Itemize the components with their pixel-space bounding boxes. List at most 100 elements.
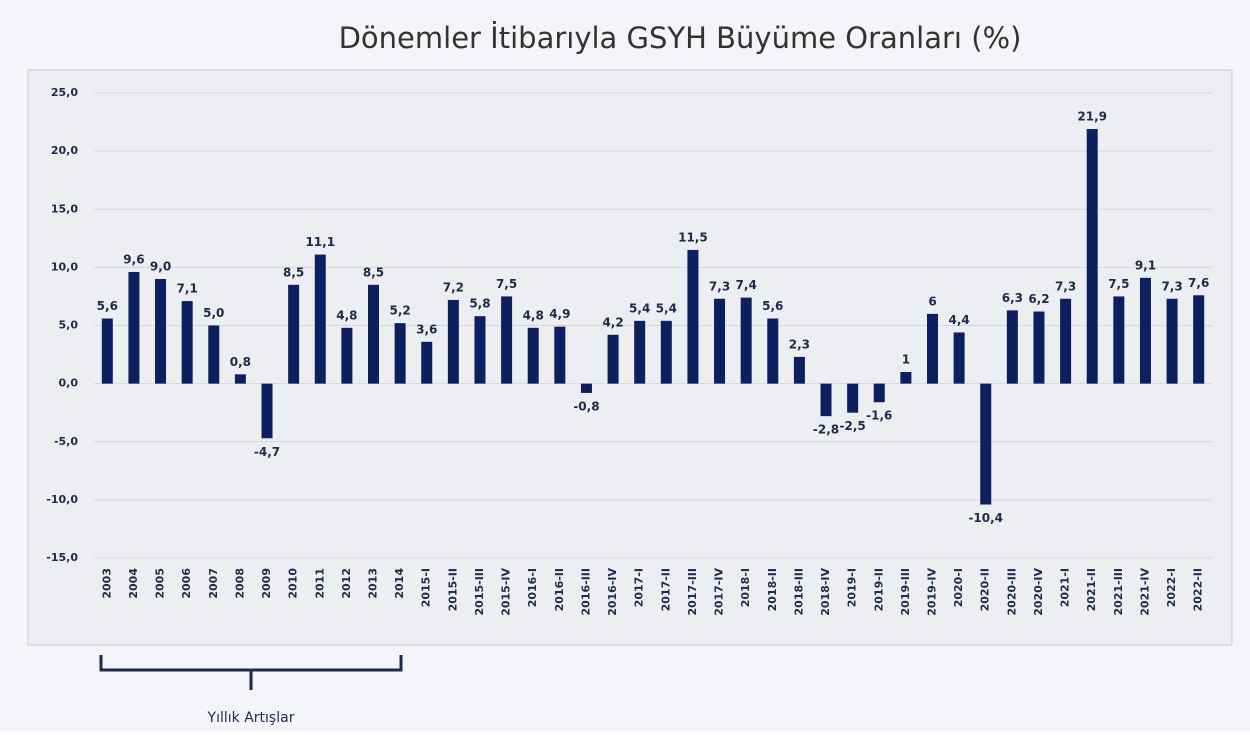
y-tick-label: -5,0 [54, 435, 78, 448]
y-tick-label: 15,0 [51, 202, 78, 215]
value-label: 5,6 [97, 299, 118, 313]
x-tick-label: 2019-III [899, 568, 912, 615]
bar [927, 313, 938, 384]
bar [740, 297, 752, 384]
x-tick-label: 2022-II [1192, 568, 1205, 611]
x-tick-label: 2014 [393, 568, 406, 599]
bar [447, 299, 459, 384]
bar [554, 326, 566, 384]
chart-title: Dönemler İtibarıyla GSYH Büyüme Oranları… [339, 21, 1022, 55]
value-label: 7,3 [1055, 279, 1076, 293]
bar [1166, 298, 1178, 384]
bar [1139, 277, 1151, 384]
value-label: 5,6 [762, 299, 783, 313]
value-label: 6,2 [1028, 292, 1049, 306]
y-tick-label: 0,0 [59, 377, 79, 390]
value-label: 9,0 [150, 260, 171, 274]
x-tick-label: 2003 [100, 568, 113, 599]
value-label: 5,4 [629, 301, 650, 315]
bar [1113, 296, 1125, 384]
x-tick-label: 2017-III [686, 568, 699, 615]
x-tick-label: 2018-IV [819, 568, 832, 616]
y-tick-label: 20,0 [51, 144, 78, 157]
y-tick-label: 5,0 [59, 319, 79, 332]
x-tick-label: 2020-III [1005, 568, 1018, 615]
value-label: 5,8 [469, 297, 490, 311]
value-label: 9,1 [1135, 258, 1156, 272]
bar [288, 284, 300, 384]
bar [527, 327, 539, 384]
value-label: 7,5 [496, 277, 517, 291]
bar [368, 284, 379, 384]
x-tick-label: 2018-I [739, 568, 752, 607]
x-tick-label: 2011 [313, 568, 326, 599]
value-label: 1 [902, 353, 910, 367]
x-tick-label: 2020-IV [1032, 568, 1045, 616]
value-label: 5,0 [203, 306, 224, 320]
bar [128, 272, 140, 384]
x-tick-label: 2018-III [792, 568, 805, 615]
x-tick-label: 2009 [260, 568, 273, 599]
bar [341, 327, 353, 384]
bar [1193, 295, 1205, 384]
x-tick-label: 2005 [154, 568, 167, 599]
bar [634, 320, 646, 384]
value-label: 7,4 [736, 278, 757, 292]
x-tick-label: 2022-I [1165, 568, 1178, 607]
bar [181, 301, 193, 384]
value-label: 7,3 [709, 279, 730, 293]
y-tick-label: -10,0 [46, 493, 78, 506]
y-tick-label: 25,0 [51, 86, 78, 99]
x-tick-label: 2016-III [579, 568, 592, 615]
value-label: 7,2 [443, 280, 464, 294]
bar [900, 372, 912, 384]
x-tick-label: 2013 [367, 568, 380, 599]
value-label: 7,1 [177, 282, 198, 296]
value-label: -1,6 [866, 409, 892, 423]
value-label: 11,1 [305, 235, 335, 249]
y-tick-label: -15,0 [46, 551, 78, 564]
bar [1033, 311, 1045, 384]
x-tick-label: 2004 [127, 568, 140, 599]
value-label: 4,8 [523, 308, 544, 322]
bracket [99, 655, 403, 690]
value-label: 4,8 [336, 308, 357, 322]
value-label: 2,3 [789, 337, 810, 351]
value-label: 21,9 [1077, 110, 1107, 124]
bar [714, 298, 726, 384]
x-tick-label: 2016-IV [606, 568, 619, 616]
x-tick-label: 2006 [180, 568, 193, 599]
bar [847, 383, 859, 413]
bar [687, 249, 699, 384]
value-label: 8,5 [363, 265, 384, 279]
value-label: 4,9 [549, 307, 570, 321]
x-tick-label: 2015-III [473, 568, 486, 615]
bar [873, 383, 885, 403]
bar [261, 383, 273, 439]
x-tick-label: 2007 [207, 568, 220, 599]
value-label: -0,8 [573, 399, 599, 413]
bar [580, 383, 592, 393]
annotation: Yıllık Artışlar [207, 710, 295, 726]
value-label: -4,7 [254, 445, 280, 459]
x-tick-label: 2012 [340, 568, 353, 599]
bar [1006, 310, 1018, 384]
x-tick-label: 2010 [287, 568, 300, 599]
x-tick-label: 2008 [233, 568, 246, 599]
x-tick-label: 2015-II [446, 568, 459, 611]
bar [1086, 129, 1098, 384]
value-label: 4,2 [602, 315, 623, 329]
bar [953, 332, 965, 384]
value-label: 7,3 [1161, 279, 1182, 293]
x-tick-label: 2019-I [846, 568, 859, 607]
value-label: 9,6 [123, 253, 144, 267]
value-label: -10,4 [968, 511, 1003, 525]
bar [793, 356, 805, 384]
value-label: 3,6 [416, 322, 437, 336]
value-label: 6,3 [1002, 291, 1023, 305]
x-tick-label: 2020-I [952, 568, 965, 607]
value-label: 8,5 [283, 265, 304, 279]
x-tick-label: 2019-IV [926, 568, 939, 616]
value-label: 0,8 [230, 355, 251, 369]
